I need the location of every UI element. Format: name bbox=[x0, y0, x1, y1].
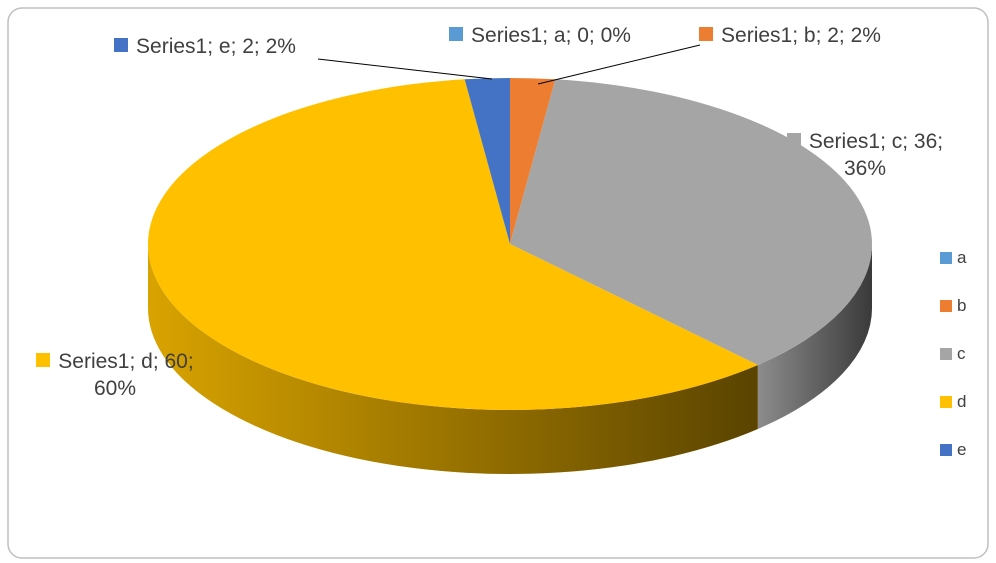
leader-line bbox=[537, 44, 701, 85]
data-label: Series1; b; 2; 2% bbox=[695, 22, 885, 49]
legend-marker bbox=[940, 348, 952, 360]
legend-marker bbox=[940, 444, 952, 456]
pie-slice bbox=[147, 79, 758, 411]
legend-label: c bbox=[957, 344, 966, 363]
leader-line bbox=[317, 58, 493, 80]
legend-label: d bbox=[957, 392, 967, 411]
data-label-text: Series1; d; 60; 60% bbox=[58, 350, 194, 400]
pie-sides bbox=[148, 244, 872, 474]
legend-label: a bbox=[957, 248, 967, 267]
data-label: Series1; a; 0; 0% bbox=[445, 22, 635, 49]
slice-side-shade bbox=[148, 244, 758, 474]
label-marker bbox=[786, 133, 801, 147]
label-marker bbox=[449, 27, 464, 41]
data-label: Series1; d; 60; 60% bbox=[20, 348, 210, 402]
pie-slice bbox=[464, 78, 510, 244]
legend-label: b bbox=[957, 296, 967, 315]
pie-slice bbox=[510, 79, 872, 366]
data-label-text: Series1; e; 2; 2% bbox=[136, 35, 296, 58]
legend-item: a bbox=[940, 248, 966, 268]
pie-slice bbox=[510, 78, 556, 244]
legend-marker bbox=[940, 252, 952, 264]
legend-item: c bbox=[940, 344, 966, 364]
legend-item: e bbox=[940, 440, 966, 460]
data-label: Series1; e; 2; 2% bbox=[110, 33, 300, 60]
slice-side-shade bbox=[757, 244, 872, 430]
pie-tops bbox=[147, 78, 872, 411]
label-marker bbox=[114, 38, 129, 52]
data-label: Series1; c; 36; 36% bbox=[770, 128, 960, 182]
legend-label: e bbox=[957, 440, 967, 459]
label-marker bbox=[699, 27, 714, 41]
data-label-text: Series1; c; 36; 36% bbox=[808, 130, 944, 180]
legend-item: b bbox=[940, 296, 966, 316]
label-marker bbox=[36, 353, 51, 367]
legend-marker bbox=[940, 396, 952, 408]
data-label-text: Series1; a; 0; 0% bbox=[471, 24, 631, 47]
legend-item: d bbox=[940, 392, 966, 412]
legend-marker bbox=[940, 300, 952, 312]
data-label-text: Series1; b; 2; 2% bbox=[721, 24, 881, 47]
